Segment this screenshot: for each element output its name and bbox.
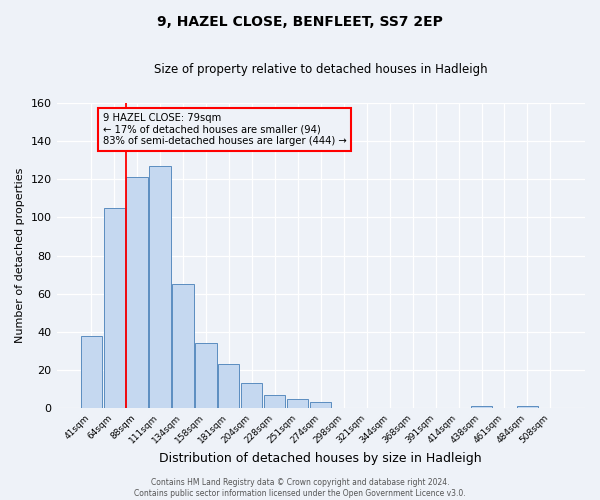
Bar [241, 384, 262, 408]
Text: 9, HAZEL CLOSE, BENFLEET, SS7 2EP: 9, HAZEL CLOSE, BENFLEET, SS7 2EP [157, 15, 443, 29]
Bar [264, 395, 286, 408]
Bar [517, 406, 538, 408]
Bar [104, 208, 125, 408]
Bar [80, 336, 101, 408]
Bar [218, 364, 239, 408]
Bar [149, 166, 170, 408]
Bar [196, 344, 217, 408]
Bar [287, 398, 308, 408]
Text: Contains HM Land Registry data © Crown copyright and database right 2024.
Contai: Contains HM Land Registry data © Crown c… [134, 478, 466, 498]
Bar [127, 178, 148, 408]
Title: Size of property relative to detached houses in Hadleigh: Size of property relative to detached ho… [154, 62, 488, 76]
Bar [471, 406, 492, 408]
Text: 9 HAZEL CLOSE: 79sqm
← 17% of detached houses are smaller (94)
83% of semi-detac: 9 HAZEL CLOSE: 79sqm ← 17% of detached h… [103, 112, 346, 146]
Bar [172, 284, 194, 408]
X-axis label: Distribution of detached houses by size in Hadleigh: Distribution of detached houses by size … [160, 452, 482, 465]
Bar [310, 402, 331, 408]
Y-axis label: Number of detached properties: Number of detached properties [15, 168, 25, 344]
